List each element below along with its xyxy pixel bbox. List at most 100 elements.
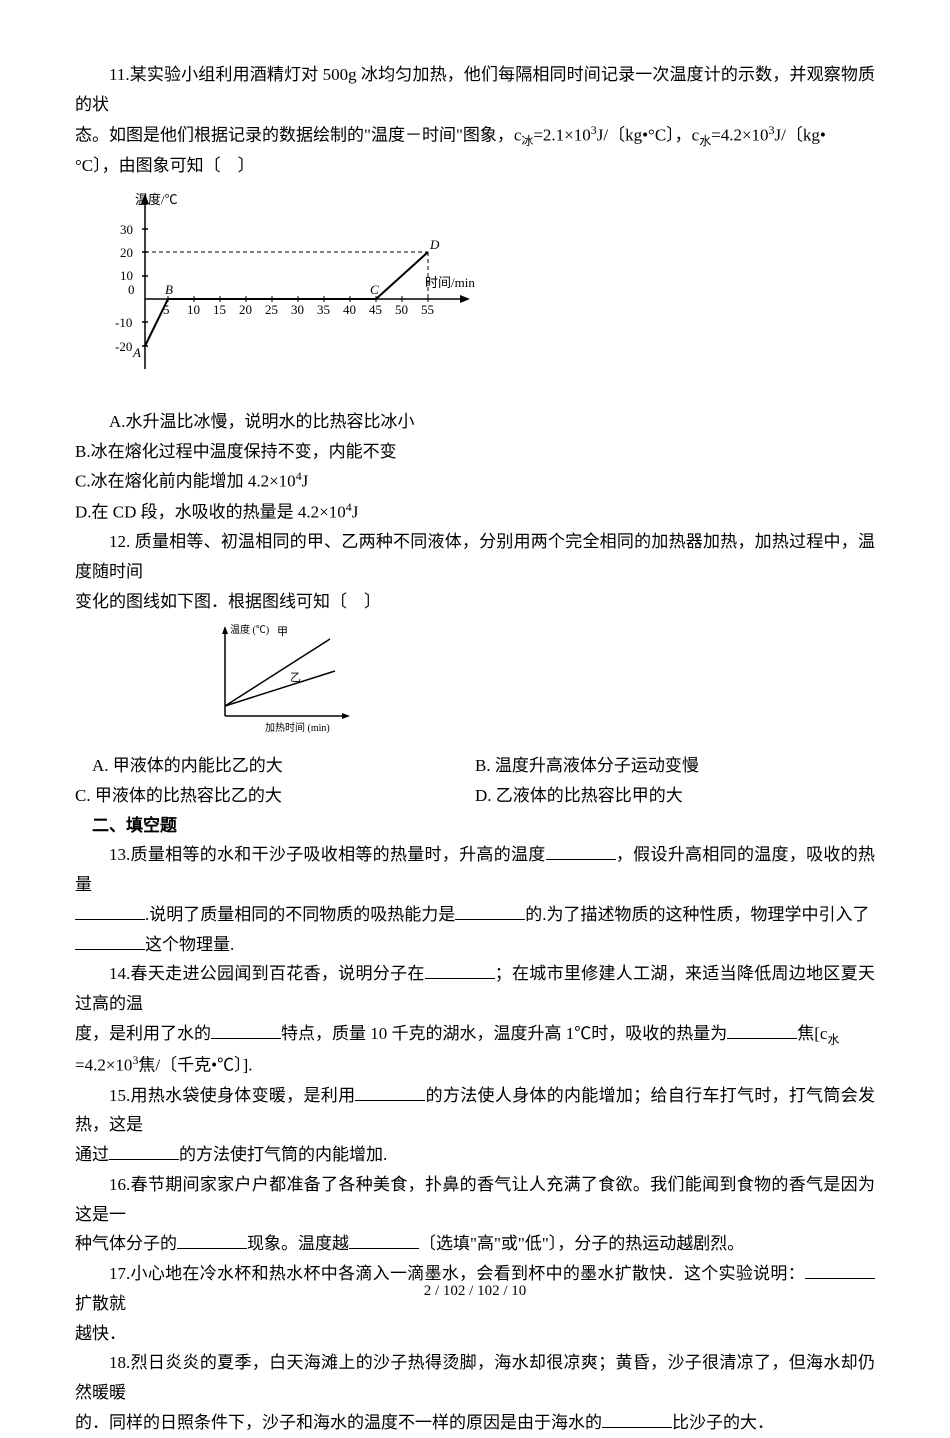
q13-line2: .说明了质量相同的不同物质的吸热能力是 的.为了描述物质的这种性质，物理学中引入了 — [75, 900, 875, 930]
sub-water: 水 — [699, 134, 711, 148]
blank — [349, 1231, 419, 1250]
text: 比沙子的大． — [672, 1413, 774, 1432]
svg-text:加热时间 (min): 加热时间 (min) — [265, 721, 330, 734]
svg-text:D: D — [429, 237, 440, 252]
text: 14.春天走进公园闻到百花香，说明分子在 — [109, 964, 425, 983]
text: 种气体分子的 — [75, 1234, 177, 1253]
q11-text: J/〔kg•°C〕，c — [597, 125, 699, 144]
q14-line2: 度，是利用了水的 特点，质量 10 千克的湖水，温度升高 1℃时，吸收的热量为 焦[… — [75, 1019, 875, 1050]
svg-text:-10: -10 — [115, 315, 132, 330]
text: 现象。温度越 — [247, 1234, 349, 1253]
svg-text:35: 35 — [317, 302, 330, 317]
blank — [805, 1260, 875, 1279]
q11-line1: 11.某实验小组利用酒精灯对 500g 冰均匀加热，他们每隔相同时间记录一次温度… — [75, 60, 875, 120]
text: 13.质量相等的水和干沙子吸收相等的热量时，升高的温度 — [109, 845, 546, 864]
q12-options-row2: C. 甲液体的比热容比乙的大 D. 乙液体的比热容比甲的大 — [75, 781, 875, 811]
q13-line1: 13.质量相等的水和干沙子吸收相等的热量时，升高的温度，假设升高相同的温度，吸收… — [75, 840, 875, 900]
text: C.冰在熔化前内能增加 4.2×10 — [75, 472, 296, 491]
text: 焦/〔千克•℃〕]. — [138, 1056, 252, 1075]
q15-line1: 15.用热水袋使身体变暖，是利用的方法使人身体的内能增加；给自行车打气时，打气筒… — [75, 1081, 875, 1141]
q18-line1: 18.烈日炎炎的夏季，白天海滩上的沙子热得烫脚，海水却很凉爽；黄昏，沙子很清凉了… — [75, 1348, 875, 1408]
blank — [455, 901, 525, 920]
q11-text: 态。如图是他们根据记录的数据绘制的"温度－时间"图象，c — [75, 125, 521, 144]
q13-line3: 这个物理量. — [75, 930, 875, 960]
q14-line1: 14.春天走进公园闻到百花香，说明分子在；在城市里修建人工湖，来适当降低周边地区… — [75, 959, 875, 1019]
q11-optA: A.水升温比冰慢，说明水的比热容比冰小 — [75, 407, 875, 437]
svg-text:-20: -20 — [115, 339, 132, 354]
q11-optB: B.冰在熔化过程中温度保持不变，内能不变 — [75, 437, 875, 467]
text: 的.为了描述物质的这种性质，物理学中引入了 — [525, 905, 869, 924]
text: 焦[c — [797, 1024, 827, 1043]
blank — [75, 931, 145, 950]
svg-text:温度/℃: 温度/℃ — [135, 192, 178, 207]
svg-text:时间/min: 时间/min — [425, 275, 475, 290]
svg-text:B: B — [165, 282, 173, 297]
svg-text:乙: 乙 — [290, 671, 301, 684]
q14-line3: =4.2×103焦/〔千克•℃〕]. — [75, 1050, 875, 1080]
blank — [546, 842, 616, 861]
svg-text:C: C — [370, 282, 379, 297]
sub-ice: 冰 — [521, 134, 533, 148]
text: =4.2×10 — [75, 1056, 132, 1075]
q11-optC: C.冰在熔化前内能增加 4.2×104J — [75, 466, 875, 496]
q12-optD: D. 乙液体的比热容比甲的大 — [475, 781, 875, 811]
svg-text:0: 0 — [128, 282, 135, 297]
text: 这个物理量. — [145, 935, 234, 954]
q12-optB: B. 温度升高液体分子运动变慢 — [475, 751, 875, 781]
q11-line3: °C〕，由图象可知〔 〕 — [75, 151, 875, 181]
text: 特点，质量 10 千克的湖水，温度升高 1℃时，吸收的热量为 — [281, 1024, 727, 1043]
q15-line2: 通过 的方法使打气筒的内能增加. — [75, 1140, 875, 1170]
svg-text:甲: 甲 — [277, 626, 288, 638]
text: 的．同样的日照条件下，沙子和海水的温度不一样的原因是由于海水的 — [75, 1413, 602, 1432]
q11-text: =2.1×10 — [533, 125, 590, 144]
text: 通过 — [75, 1145, 109, 1164]
q11-chart: 温度/℃ 30 20 10 0 -10 -20 5 10 15 20 25 30… — [95, 189, 875, 399]
blank — [425, 961, 495, 980]
svg-text:50: 50 — [395, 302, 408, 317]
q12-options-row1: A. 甲液体的内能比乙的大 B. 温度升高液体分子运动变慢 — [75, 751, 875, 781]
svg-text:30: 30 — [120, 222, 133, 237]
blank — [75, 901, 145, 920]
blank — [727, 1020, 797, 1039]
text: J — [352, 502, 359, 521]
svg-text:10: 10 — [187, 302, 200, 317]
svg-text:15: 15 — [213, 302, 226, 317]
svg-text:55: 55 — [421, 302, 434, 317]
q12-line2: 变化的图线如下图．根据图线可知〔 〕 — [75, 587, 875, 617]
q18-line2: 的．同样的日照条件下，沙子和海水的温度不一样的原因是由于海水的 比沙子的大． — [75, 1408, 875, 1438]
q11-text: J/〔kg• — [775, 125, 826, 144]
page-footer: 2 / 102 / 102 / 10 — [0, 1278, 950, 1304]
q12-optC: C. 甲液体的比热容比乙的大 — [75, 781, 475, 811]
q12-optA: A. 甲液体的内能比乙的大 — [75, 751, 475, 781]
q12-chart: 温度 (℃) 加热时间 (min) 甲 乙 — [205, 621, 875, 746]
text: 度，是利用了水的 — [75, 1024, 211, 1043]
text: 的方法使打气筒的内能增加. — [179, 1145, 387, 1164]
svg-text:A: A — [132, 345, 141, 360]
q12-line1: 12. 质量相等、初温相同的甲、乙两种不同液体，分别用两个完全相同的加热器加热，… — [75, 527, 875, 587]
text: 〔选填"高"或"低"〕，分子的热运动越剧烈。 — [419, 1234, 744, 1253]
svg-text:30: 30 — [291, 302, 304, 317]
q11-line2: 态。如图是他们根据记录的数据绘制的"温度－时间"图象，c冰=2.1×103J/〔… — [75, 120, 875, 152]
sub: 水 — [827, 1032, 839, 1046]
svg-text:40: 40 — [343, 302, 356, 317]
svg-text:20: 20 — [239, 302, 252, 317]
svg-text:25: 25 — [265, 302, 278, 317]
svg-text:45: 45 — [369, 302, 382, 317]
q11-text: =4.2×10 — [711, 125, 768, 144]
text: J — [302, 472, 309, 491]
blank — [177, 1231, 247, 1250]
q11-optD: D.在 CD 段，水吸收的热量是 4.2×104J — [75, 497, 875, 527]
blank — [109, 1141, 179, 1160]
blank — [602, 1409, 672, 1428]
svg-text:温度 (℃): 温度 (℃) — [230, 623, 269, 636]
q16-line2: 种气体分子的 现象。温度越 〔选填"高"或"低"〕，分子的热运动越剧烈。 — [75, 1229, 875, 1259]
svg-text:20: 20 — [120, 245, 133, 260]
blank — [211, 1020, 281, 1039]
section2-title: 二、填空题 — [75, 811, 875, 841]
blank — [355, 1082, 425, 1101]
text: .说明了质量相同的不同物质的吸热能力是 — [145, 905, 455, 924]
q16-line1: 16.春节期间家家户户都准备了各种美食，扑鼻的香气让人充满了食欲。我们能闻到食物… — [75, 1170, 875, 1230]
text: 15.用热水袋使身体变暖，是利用 — [109, 1086, 355, 1105]
svg-text:10: 10 — [120, 268, 133, 283]
text: D.在 CD 段，水吸收的热量是 4.2×10 — [75, 502, 346, 521]
